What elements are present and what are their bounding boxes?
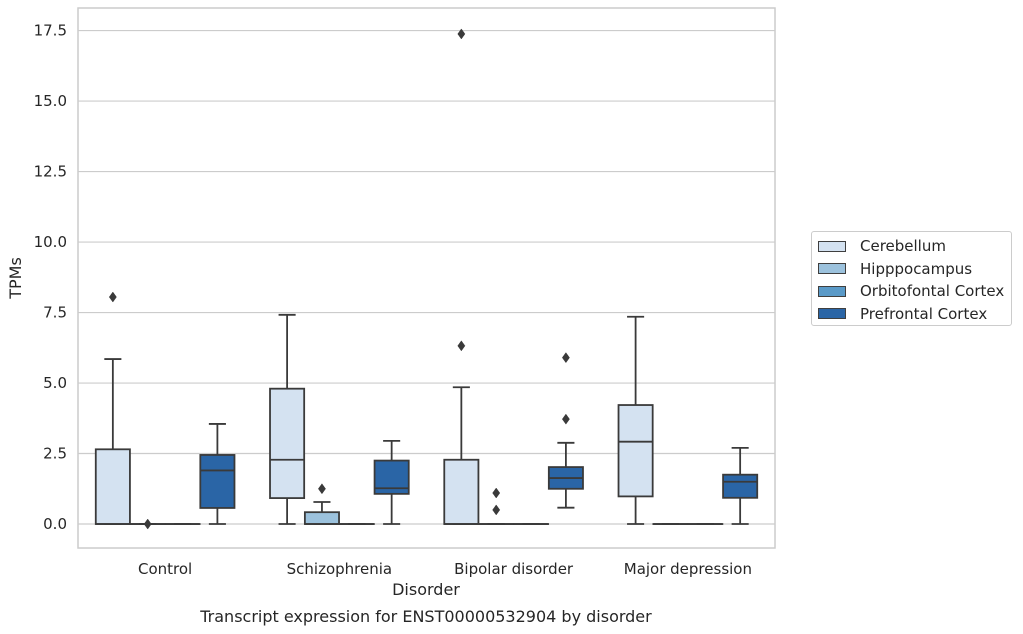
box-group	[94, 291, 131, 525]
legend: Cerebellum Hipppocampus Orbitofontal Cor…	[811, 231, 1012, 326]
box-group	[129, 518, 166, 530]
x-tick-label: Control	[138, 560, 192, 578]
outlier-point	[561, 413, 570, 425]
box-group	[478, 487, 515, 525]
box-group	[373, 439, 410, 525]
legend-item: Prefrontal Cortex	[818, 303, 1011, 326]
legend-swatch-hippocampus	[818, 263, 846, 275]
y-axis-label: TPMs	[6, 257, 25, 300]
plot-area-frame	[77, 7, 776, 549]
y-tick-label: 12.5	[34, 163, 67, 181]
box-group	[443, 28, 480, 525]
legend-label: Cerebellum	[860, 237, 946, 256]
box-group	[722, 446, 759, 525]
outlier-point	[108, 291, 117, 303]
x-tick-labels: Control Schizophrenia Bipolar disorder Majo…	[138, 560, 752, 578]
outlier-point	[457, 28, 466, 40]
outlier-point	[561, 352, 570, 364]
box-group	[617, 315, 654, 525]
box-rect	[303, 511, 340, 525]
legend-label: Hipppocampus	[860, 259, 973, 278]
legend-swatch-orbitofrontal	[818, 285, 846, 297]
outlier-point	[492, 487, 501, 499]
legend-label: Prefrontal Cortex	[860, 304, 988, 323]
legend-item: Hipppocampus	[818, 258, 1011, 281]
box-rect	[722, 473, 759, 499]
outlier-point	[492, 504, 501, 516]
box-group	[199, 423, 236, 525]
legend-label: Orbitofontal Cortex	[860, 282, 1005, 301]
y-tick-label: 5.0	[43, 374, 67, 392]
box-rect	[94, 448, 131, 525]
legend-item: Cerebellum	[818, 235, 1011, 258]
x-axis-label: Disorder	[392, 580, 460, 599]
y-tick-labels: 0.0 2.5 5.0 7.5 10.0 12.5 15.0 17.5	[34, 22, 67, 533]
y-tick-label: 7.5	[43, 304, 67, 322]
y-tick-label: 10.0	[34, 233, 67, 251]
y-tick-label: 2.5	[43, 445, 67, 463]
y-tick-label: 17.5	[34, 22, 67, 40]
box-rect	[199, 454, 236, 509]
y-tick-label: 0.0	[43, 515, 67, 533]
x-tick-label: Major depression	[624, 560, 752, 578]
x-tick-label: Schizophrenia	[287, 560, 392, 578]
outlier-point	[318, 483, 326, 495]
box-rect	[617, 404, 654, 498]
box-group	[547, 352, 584, 509]
box-series	[94, 28, 759, 530]
box-rect	[269, 387, 306, 499]
chart-title: Transcript expression for ENST0000053290…	[199, 607, 652, 626]
y-tick-label: 15.0	[34, 92, 67, 110]
legend-swatch-cerebellum	[818, 240, 846, 252]
legend-swatch-prefrontal	[818, 308, 846, 320]
grid-lines	[78, 29, 775, 525]
outlier-point	[457, 340, 466, 352]
box-group	[269, 313, 306, 525]
box-group	[303, 483, 340, 525]
box-rect	[443, 458, 480, 525]
outlier-point	[143, 518, 152, 530]
x-tick-label: Bipolar disorder	[454, 560, 574, 578]
legend-item: Orbitofontal Cortex	[818, 280, 1011, 303]
